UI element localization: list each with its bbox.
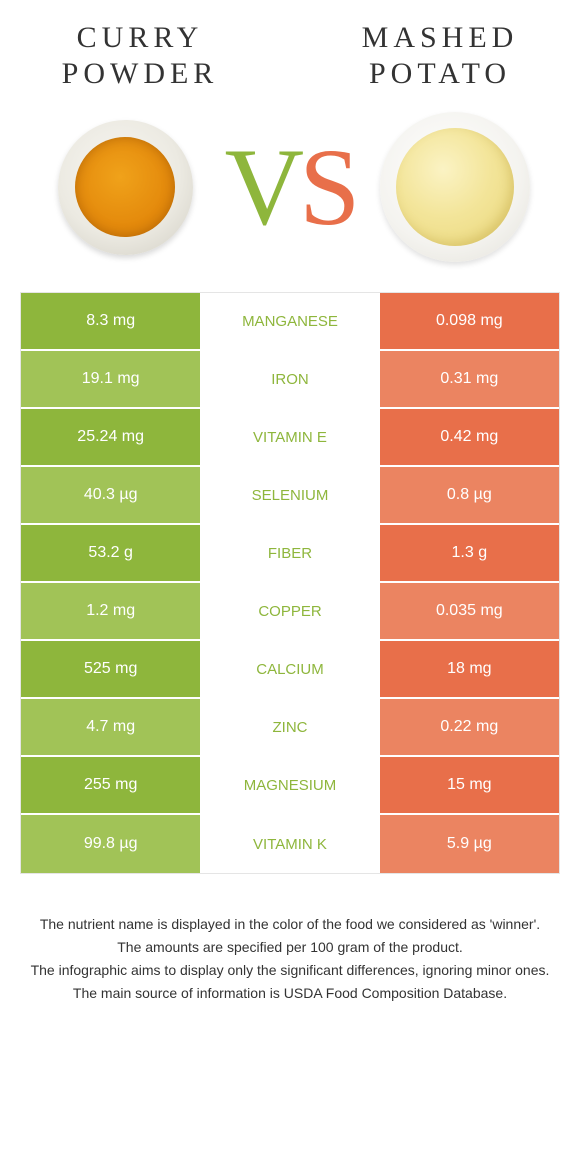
table-row: 4.7 mgZINC0.22 mg: [21, 699, 559, 757]
right-value: 0.098 mg: [380, 293, 559, 349]
right-value: 0.8 µg: [380, 467, 559, 523]
header: CURRY POWDER MASHED POTATO: [0, 0, 580, 92]
footnote-4: The main source of information is USDA F…: [30, 983, 550, 1004]
right-value: 0.31 mg: [380, 351, 559, 407]
table-row: 525 mgCALCIUM18 mg: [21, 641, 559, 699]
right-value: 0.42 mg: [380, 409, 559, 465]
nutrient-name: VITAMIN K: [200, 815, 379, 873]
nutrient-name: IRON: [200, 351, 379, 407]
nutrient-name: COPPER: [200, 583, 379, 639]
right-value: 1.3 g: [380, 525, 559, 581]
left-value: 40.3 µg: [21, 467, 200, 523]
right-title: MASHED POTATO: [340, 20, 540, 92]
vs-s: S: [299, 126, 355, 248]
left-value: 255 mg: [21, 757, 200, 813]
right-title-line2: POTATO: [369, 57, 511, 90]
nutrient-name: FIBER: [200, 525, 379, 581]
right-value: 0.22 mg: [380, 699, 559, 755]
mashed-potato-image: [380, 112, 530, 262]
left-value: 1.2 mg: [21, 583, 200, 639]
left-value: 25.24 mg: [21, 409, 200, 465]
right-value: 5.9 µg: [380, 815, 559, 873]
table-row: 19.1 mgIRON0.31 mg: [21, 351, 559, 409]
left-value: 99.8 µg: [21, 815, 200, 873]
table-row: 40.3 µgSELENIUM0.8 µg: [21, 467, 559, 525]
nutrient-name: CALCIUM: [200, 641, 379, 697]
table-row: 25.24 mgVITAMIN E0.42 mg: [21, 409, 559, 467]
left-value: 4.7 mg: [21, 699, 200, 755]
footnotes: The nutrient name is displayed in the co…: [30, 914, 550, 1004]
nutrient-name: SELENIUM: [200, 467, 379, 523]
vs-label: VS: [225, 124, 356, 251]
table-row: 53.2 gFIBER1.3 g: [21, 525, 559, 583]
table-row: 99.8 µgVITAMIN K5.9 µg: [21, 815, 559, 873]
footnote-1: The nutrient name is displayed in the co…: [30, 914, 550, 935]
table-row: 1.2 mgCOPPER0.035 mg: [21, 583, 559, 641]
footnote-3: The infographic aims to display only the…: [30, 960, 550, 981]
left-title-line1: CURRY: [77, 21, 204, 54]
right-value: 18 mg: [380, 641, 559, 697]
right-value: 0.035 mg: [380, 583, 559, 639]
vs-v: V: [225, 126, 299, 248]
nutrient-name: ZINC: [200, 699, 379, 755]
left-title: CURRY POWDER: [40, 20, 240, 92]
left-title-line2: POWDER: [62, 57, 219, 90]
nutrient-name: MANGANESE: [200, 293, 379, 349]
curry-powder-image: [50, 112, 200, 262]
footnote-2: The amounts are specified per 100 gram o…: [30, 937, 550, 958]
nutrient-table: 8.3 mgMANGANESE0.098 mg19.1 mgIRON0.31 m…: [20, 292, 560, 874]
nutrient-name: MAGNESIUM: [200, 757, 379, 813]
nutrient-name: VITAMIN E: [200, 409, 379, 465]
table-row: 8.3 mgMANGANESE0.098 mg: [21, 293, 559, 351]
table-row: 255 mgMAGNESIUM15 mg: [21, 757, 559, 815]
left-value: 8.3 mg: [21, 293, 200, 349]
left-value: 53.2 g: [21, 525, 200, 581]
left-value: 19.1 mg: [21, 351, 200, 407]
right-title-line1: MASHED: [362, 21, 519, 54]
right-value: 15 mg: [380, 757, 559, 813]
vs-row: VS: [0, 92, 580, 292]
left-value: 525 mg: [21, 641, 200, 697]
